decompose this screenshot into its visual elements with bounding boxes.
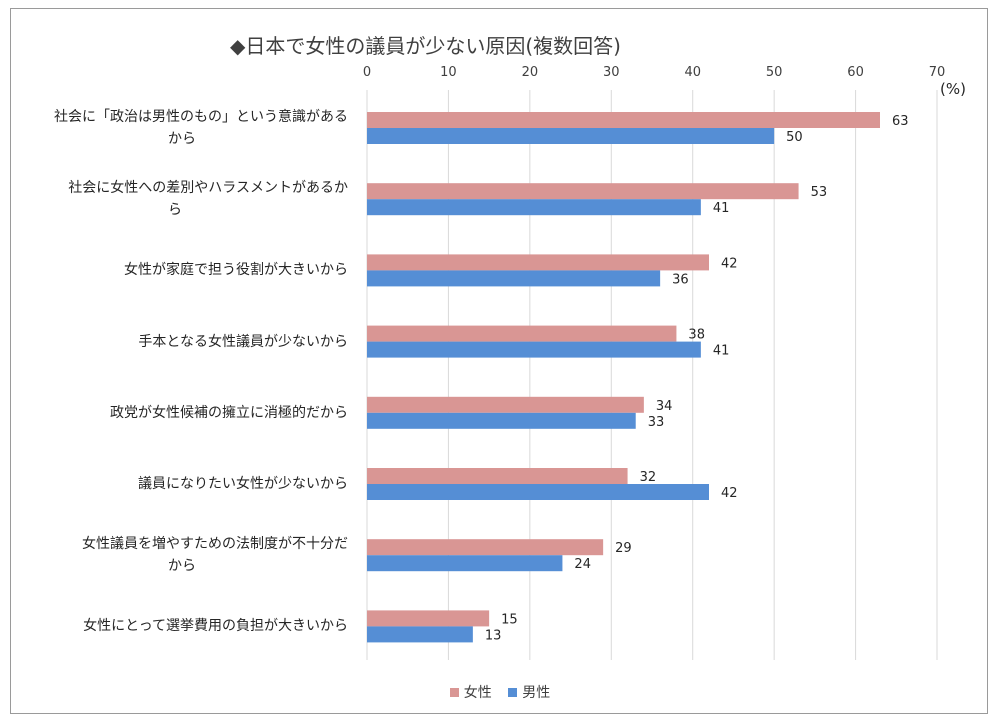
data-label-female: 15: [501, 612, 518, 627]
x-tick-label: 30: [603, 65, 620, 80]
category-label-line: から: [168, 558, 196, 575]
data-label-female: 34: [656, 399, 673, 414]
data-label-male: 41: [713, 344, 730, 359]
x-tick-label: 10: [440, 65, 457, 80]
bar-female: [367, 468, 628, 484]
legend: 女性 男性: [0, 682, 1000, 702]
data-label-female: 42: [721, 256, 738, 271]
data-label-female: 38: [688, 328, 705, 343]
bar-male: [367, 626, 473, 643]
legend-item-male: 男性: [508, 682, 550, 702]
category-label: 手本となる女性議員が少ないから: [18, 331, 348, 353]
bar-male: [367, 270, 661, 287]
legend-swatch-female: [449, 687, 459, 697]
category-label: 女性が家庭で担う役割が大きいから: [18, 259, 348, 281]
data-label-female: 29: [615, 541, 632, 556]
data-label-male: 36: [672, 272, 689, 287]
bar-female: [367, 325, 677, 342]
legend-label-female: 女性: [463, 685, 492, 701]
data-label-male: 13: [485, 628, 502, 643]
bar-male: [367, 199, 701, 216]
data-label-male: 24: [574, 557, 591, 572]
bar-male: [367, 412, 636, 429]
data-label-male: 42: [721, 486, 738, 501]
bar-female: [367, 112, 880, 128]
category-label-line: ら: [168, 202, 182, 219]
x-tick-label: 0: [363, 65, 371, 80]
category-label-line: 女性が家庭で担う役割が大きいから: [124, 262, 348, 279]
category-label: 女性議員を増やすための法制度が不十分だから: [18, 533, 348, 577]
category-label: 社会に「政治は男性のもの」という意識があるから: [18, 106, 348, 150]
category-label: 政党が女性候補の擁立に消極的だから: [18, 402, 348, 424]
category-label-line: 社会に女性への差別やハラスメントがあるか: [68, 180, 348, 197]
category-label-line: 社会に「政治は男性のもの」という意識がある: [54, 109, 348, 125]
category-label-line: 女性にとって選挙費用の負担が大きいから: [83, 618, 348, 635]
category-label: 女性にとって選挙費用の負担が大きいから: [18, 615, 348, 637]
category-label: 社会に女性への差別やハラスメントがあるから: [18, 177, 348, 221]
bar-male: [367, 484, 709, 500]
legend-swatch-male: [508, 687, 518, 697]
data-label-male: 33: [648, 415, 665, 430]
bar-female: [367, 254, 709, 271]
data-label-male: 50: [786, 130, 803, 145]
bar-male: [367, 128, 775, 144]
unit-label: (%): [940, 80, 966, 98]
x-tick-label: 60: [847, 65, 864, 80]
category-label-line: 手本となる女性議員が少ないから: [138, 333, 348, 350]
category-label-line: 政党が女性候補の擁立に消極的だから: [110, 404, 348, 421]
bar-female: [367, 539, 604, 556]
x-tick-label: 50: [766, 65, 783, 80]
category-label-line: 議員になりたい女性が少ないから: [138, 476, 348, 492]
bar-female: [367, 610, 490, 627]
bar-female: [367, 183, 799, 200]
data-label-female: 32: [640, 470, 657, 485]
category-label-line: 女性議員を増やすための法制度が不十分だ: [82, 536, 348, 553]
bar-female: [367, 396, 644, 413]
x-tick-label: 70: [929, 65, 946, 80]
data-label-male: 41: [713, 201, 730, 216]
category-label-line: から: [168, 131, 196, 147]
category-label: 議員になりたい女性が少ないから: [18, 473, 348, 495]
x-tick-label: 20: [522, 65, 539, 80]
legend-item-female: 女性: [449, 682, 492, 702]
x-tick-label: 40: [684, 65, 701, 80]
data-label-female: 53: [811, 185, 828, 200]
bar-male: [367, 341, 701, 358]
data-label-female: 63: [892, 114, 909, 129]
legend-label-male: 男性: [522, 685, 551, 701]
chart-title: ◆日本で女性の議員が少ない原因(複数回答): [230, 34, 621, 58]
bar-male: [367, 555, 563, 572]
